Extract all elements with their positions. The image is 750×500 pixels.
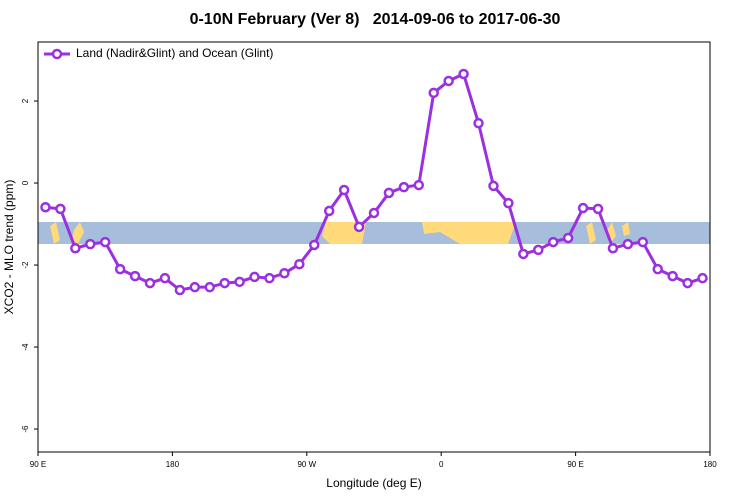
data-point	[279, 267, 290, 279]
x-axis-label: Longitude (deg E)	[326, 476, 421, 490]
data-point	[443, 75, 454, 87]
x-tick-label: 90 W	[297, 460, 316, 469]
data-point	[637, 236, 649, 248]
data-point	[413, 179, 425, 191]
plot-frame	[37, 41, 711, 453]
y-axis-label: XCO2 - MLO trend (ppm)	[2, 180, 16, 315]
y-tick-label: -4	[21, 343, 30, 351]
data-point	[114, 263, 126, 275]
data-point	[428, 87, 439, 99]
data-point	[264, 272, 275, 284]
data-point	[55, 203, 66, 215]
data-point	[533, 244, 544, 256]
y-tick-label: 0	[21, 180, 30, 185]
x-tick-label: 90 E	[30, 460, 46, 469]
data-point	[189, 281, 201, 293]
legend-marker	[51, 48, 63, 60]
data-point	[383, 187, 395, 199]
data-point	[85, 238, 96, 250]
data-point	[234, 276, 245, 288]
data-point	[577, 202, 589, 214]
legend-label: Land (Nadir&Glint) and Ocean (Glint)	[76, 46, 273, 60]
data-point	[309, 239, 320, 251]
x-tick-label: 0	[439, 460, 444, 469]
data-point	[607, 242, 619, 254]
data-point	[144, 277, 156, 289]
data-point	[70, 242, 81, 254]
chart-title: 0-10N February (Ver 8) 2014-09-06 to 201…	[190, 11, 561, 28]
data-point	[398, 181, 410, 193]
data-point	[353, 221, 365, 233]
data-point	[488, 180, 499, 192]
data-point	[652, 263, 663, 275]
x-tick-label: 180	[703, 460, 717, 469]
data-point	[159, 272, 171, 284]
data-point	[622, 238, 634, 250]
x-tick-label: 180	[166, 460, 180, 469]
data-point	[503, 197, 514, 209]
data-point	[219, 277, 230, 289]
x-tick-label: 90 E	[567, 460, 583, 469]
data-point	[204, 281, 215, 293]
data-point	[473, 117, 484, 129]
data-point	[129, 270, 141, 282]
y-tick-label: 2	[21, 98, 30, 103]
data-point	[249, 271, 260, 283]
data-point	[174, 284, 186, 296]
data-point	[592, 203, 604, 215]
y-tick-label: -2	[21, 261, 30, 269]
data-point	[562, 232, 574, 244]
data-point	[547, 236, 559, 248]
data-point	[294, 258, 305, 270]
data-point	[518, 248, 529, 260]
data-point	[667, 270, 678, 282]
data-point	[458, 68, 469, 80]
data-point	[682, 277, 693, 289]
data-point	[338, 184, 350, 196]
data-point	[99, 236, 111, 248]
data-point	[323, 205, 335, 217]
data-line	[45, 71, 704, 292]
y-tick-label: -6	[21, 425, 30, 433]
data-point	[40, 201, 51, 213]
data-point	[697, 272, 708, 284]
data-point	[368, 207, 380, 219]
